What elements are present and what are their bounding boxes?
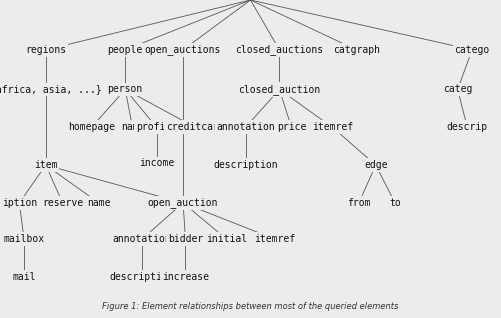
Text: mailbox: mailbox	[4, 234, 45, 244]
Text: people: people	[108, 45, 143, 55]
Text: itemref: itemref	[312, 122, 353, 132]
Text: closed_auctions: closed_auctions	[235, 45, 324, 55]
Text: reserve: reserve	[42, 198, 83, 208]
Text: regions: regions	[25, 45, 66, 55]
Text: iption: iption	[2, 198, 37, 208]
Text: increase: increase	[162, 272, 209, 282]
Text: item: item	[34, 160, 58, 170]
Text: annotation: annotation	[216, 122, 275, 132]
Text: profile: profile	[136, 122, 177, 132]
Text: income: income	[139, 158, 174, 168]
Text: initial: initial	[206, 234, 247, 244]
Text: closed_auction: closed_auction	[238, 84, 321, 95]
Text: price: price	[277, 122, 306, 132]
Text: bidder: bidder	[168, 234, 203, 244]
Text: mail: mail	[13, 272, 36, 282]
Text: catego: catego	[454, 45, 489, 55]
Text: description: description	[213, 160, 278, 170]
Text: edge: edge	[364, 160, 387, 170]
Text: {africa, asia, ...}: {africa, asia, ...}	[0, 84, 102, 94]
Text: catgraph: catgraph	[333, 45, 380, 55]
Text: open_auction: open_auction	[148, 197, 218, 208]
Text: person: person	[108, 84, 143, 94]
Text: itemref: itemref	[254, 234, 295, 244]
Text: descrip: descrip	[447, 122, 488, 132]
Text: to: to	[389, 198, 401, 208]
Text: creditcard: creditcard	[166, 122, 224, 132]
Text: categ: categ	[443, 84, 472, 94]
Text: open_auctions: open_auctions	[145, 45, 221, 55]
Text: name: name	[121, 122, 144, 132]
Text: homepage: homepage	[68, 122, 115, 132]
Text: Figure 1: Element relationships between most of the queried elements: Figure 1: Element relationships between …	[102, 302, 399, 311]
Text: name: name	[87, 198, 111, 208]
Text: annotation: annotation	[113, 234, 171, 244]
Text: from: from	[347, 198, 371, 208]
Text: description: description	[110, 272, 174, 282]
